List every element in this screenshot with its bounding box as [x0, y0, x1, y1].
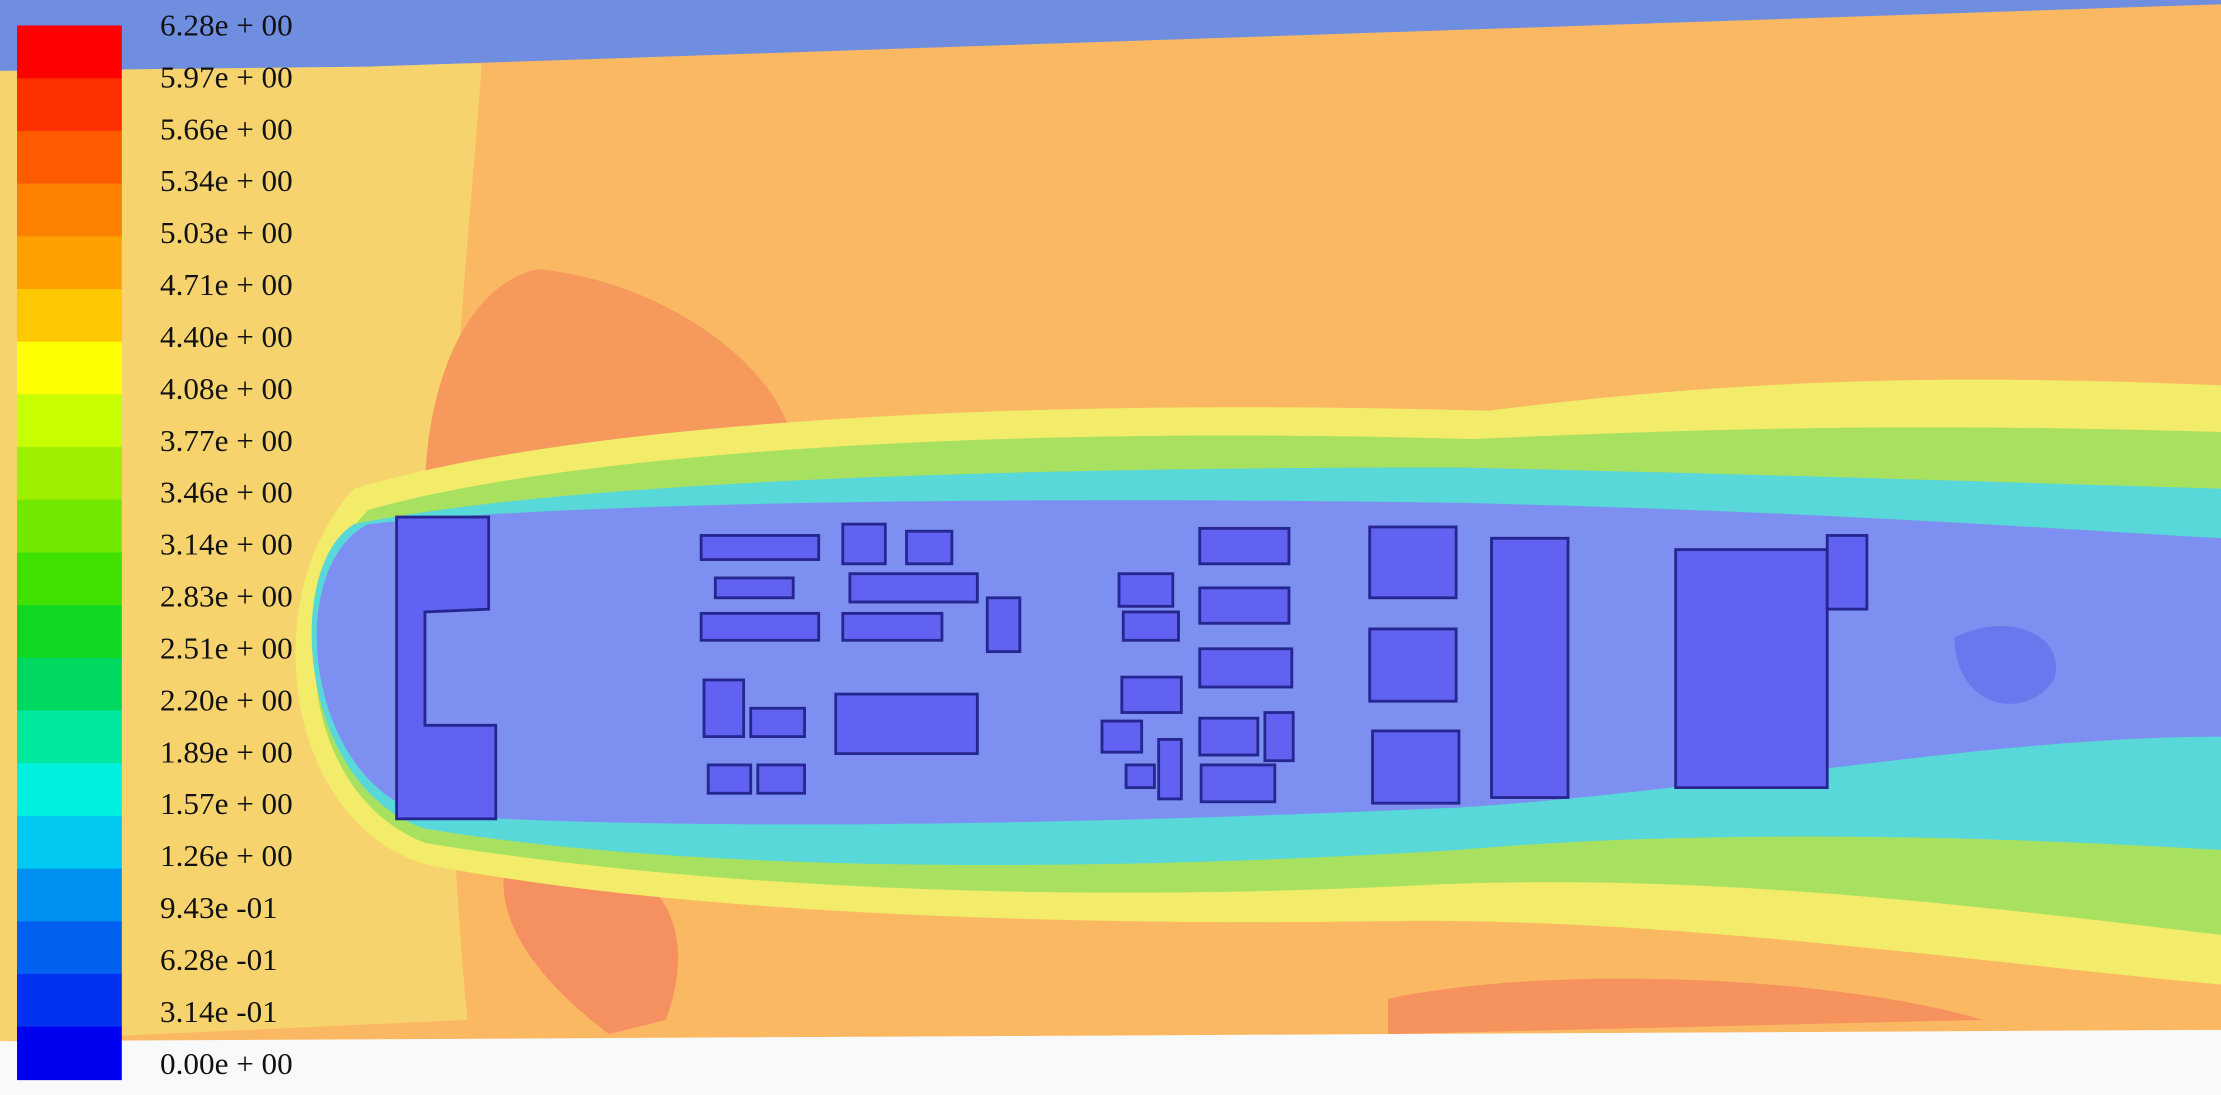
- legend-swatch: [16, 447, 122, 501]
- legend-swatch: [16, 236, 122, 290]
- legend-swatch: [16, 78, 122, 132]
- legend-label: 5.97e + 00: [160, 59, 293, 94]
- legend-label: 5.66e + 00: [160, 111, 293, 146]
- legend-swatch: [16, 868, 122, 923]
- legend-swatch: [16, 605, 122, 659]
- legend-swatch: [16, 288, 122, 343]
- legend-swatch: [16, 25, 122, 79]
- legend-label: 4.08e + 00: [160, 371, 293, 406]
- legend-label: 2.83e + 00: [160, 579, 293, 614]
- legend-label: 0.00e + 00: [160, 1046, 293, 1081]
- legend-swatch: [16, 130, 122, 185]
- legend-label: 6.28e -01: [160, 942, 278, 977]
- legend-label: 5.34e + 00: [160, 163, 293, 198]
- legend-label: 3.46e + 00: [160, 475, 293, 510]
- legend-label: 5.03e + 00: [160, 215, 293, 250]
- legend-swatch: [16, 552, 122, 606]
- legend-label: 2.20e + 00: [160, 682, 293, 717]
- legend-swatch: [16, 183, 122, 237]
- legend-swatch: [16, 1026, 122, 1081]
- legend-label: 3.77e + 00: [160, 423, 293, 458]
- legend-swatch: [16, 710, 122, 764]
- legend-label: 1.57e + 00: [160, 786, 293, 821]
- legend-swatch: [16, 974, 122, 1028]
- legend-label: 4.40e + 00: [160, 319, 293, 354]
- legend-swatch: [16, 499, 122, 554]
- legend-label: 1.26e + 00: [160, 838, 293, 873]
- legend-swatch: [16, 815, 122, 870]
- legend-label: 9.43e -01: [160, 890, 278, 925]
- buildings: [395, 515, 1869, 821]
- legend-swatch: [16, 763, 122, 817]
- legend-swatch: [16, 657, 122, 712]
- color-legend: 6.28e + 00 5.97e + 00 5.66e + 00 5.34e + 00…: [16, 7, 293, 1081]
- legend-label: 6.28e + 00: [160, 7, 293, 42]
- legend-label: 3.14e -01: [160, 994, 278, 1029]
- legend-label: 3.14e + 00: [160, 527, 293, 562]
- legend-swatch: [16, 394, 122, 448]
- legend-swatch: [16, 341, 122, 396]
- legend-label: 2.51e + 00: [160, 630, 293, 665]
- legend-swatch: [16, 921, 122, 975]
- legend-label: 1.89e + 00: [160, 734, 293, 769]
- legend-label: 4.71e + 00: [160, 267, 293, 302]
